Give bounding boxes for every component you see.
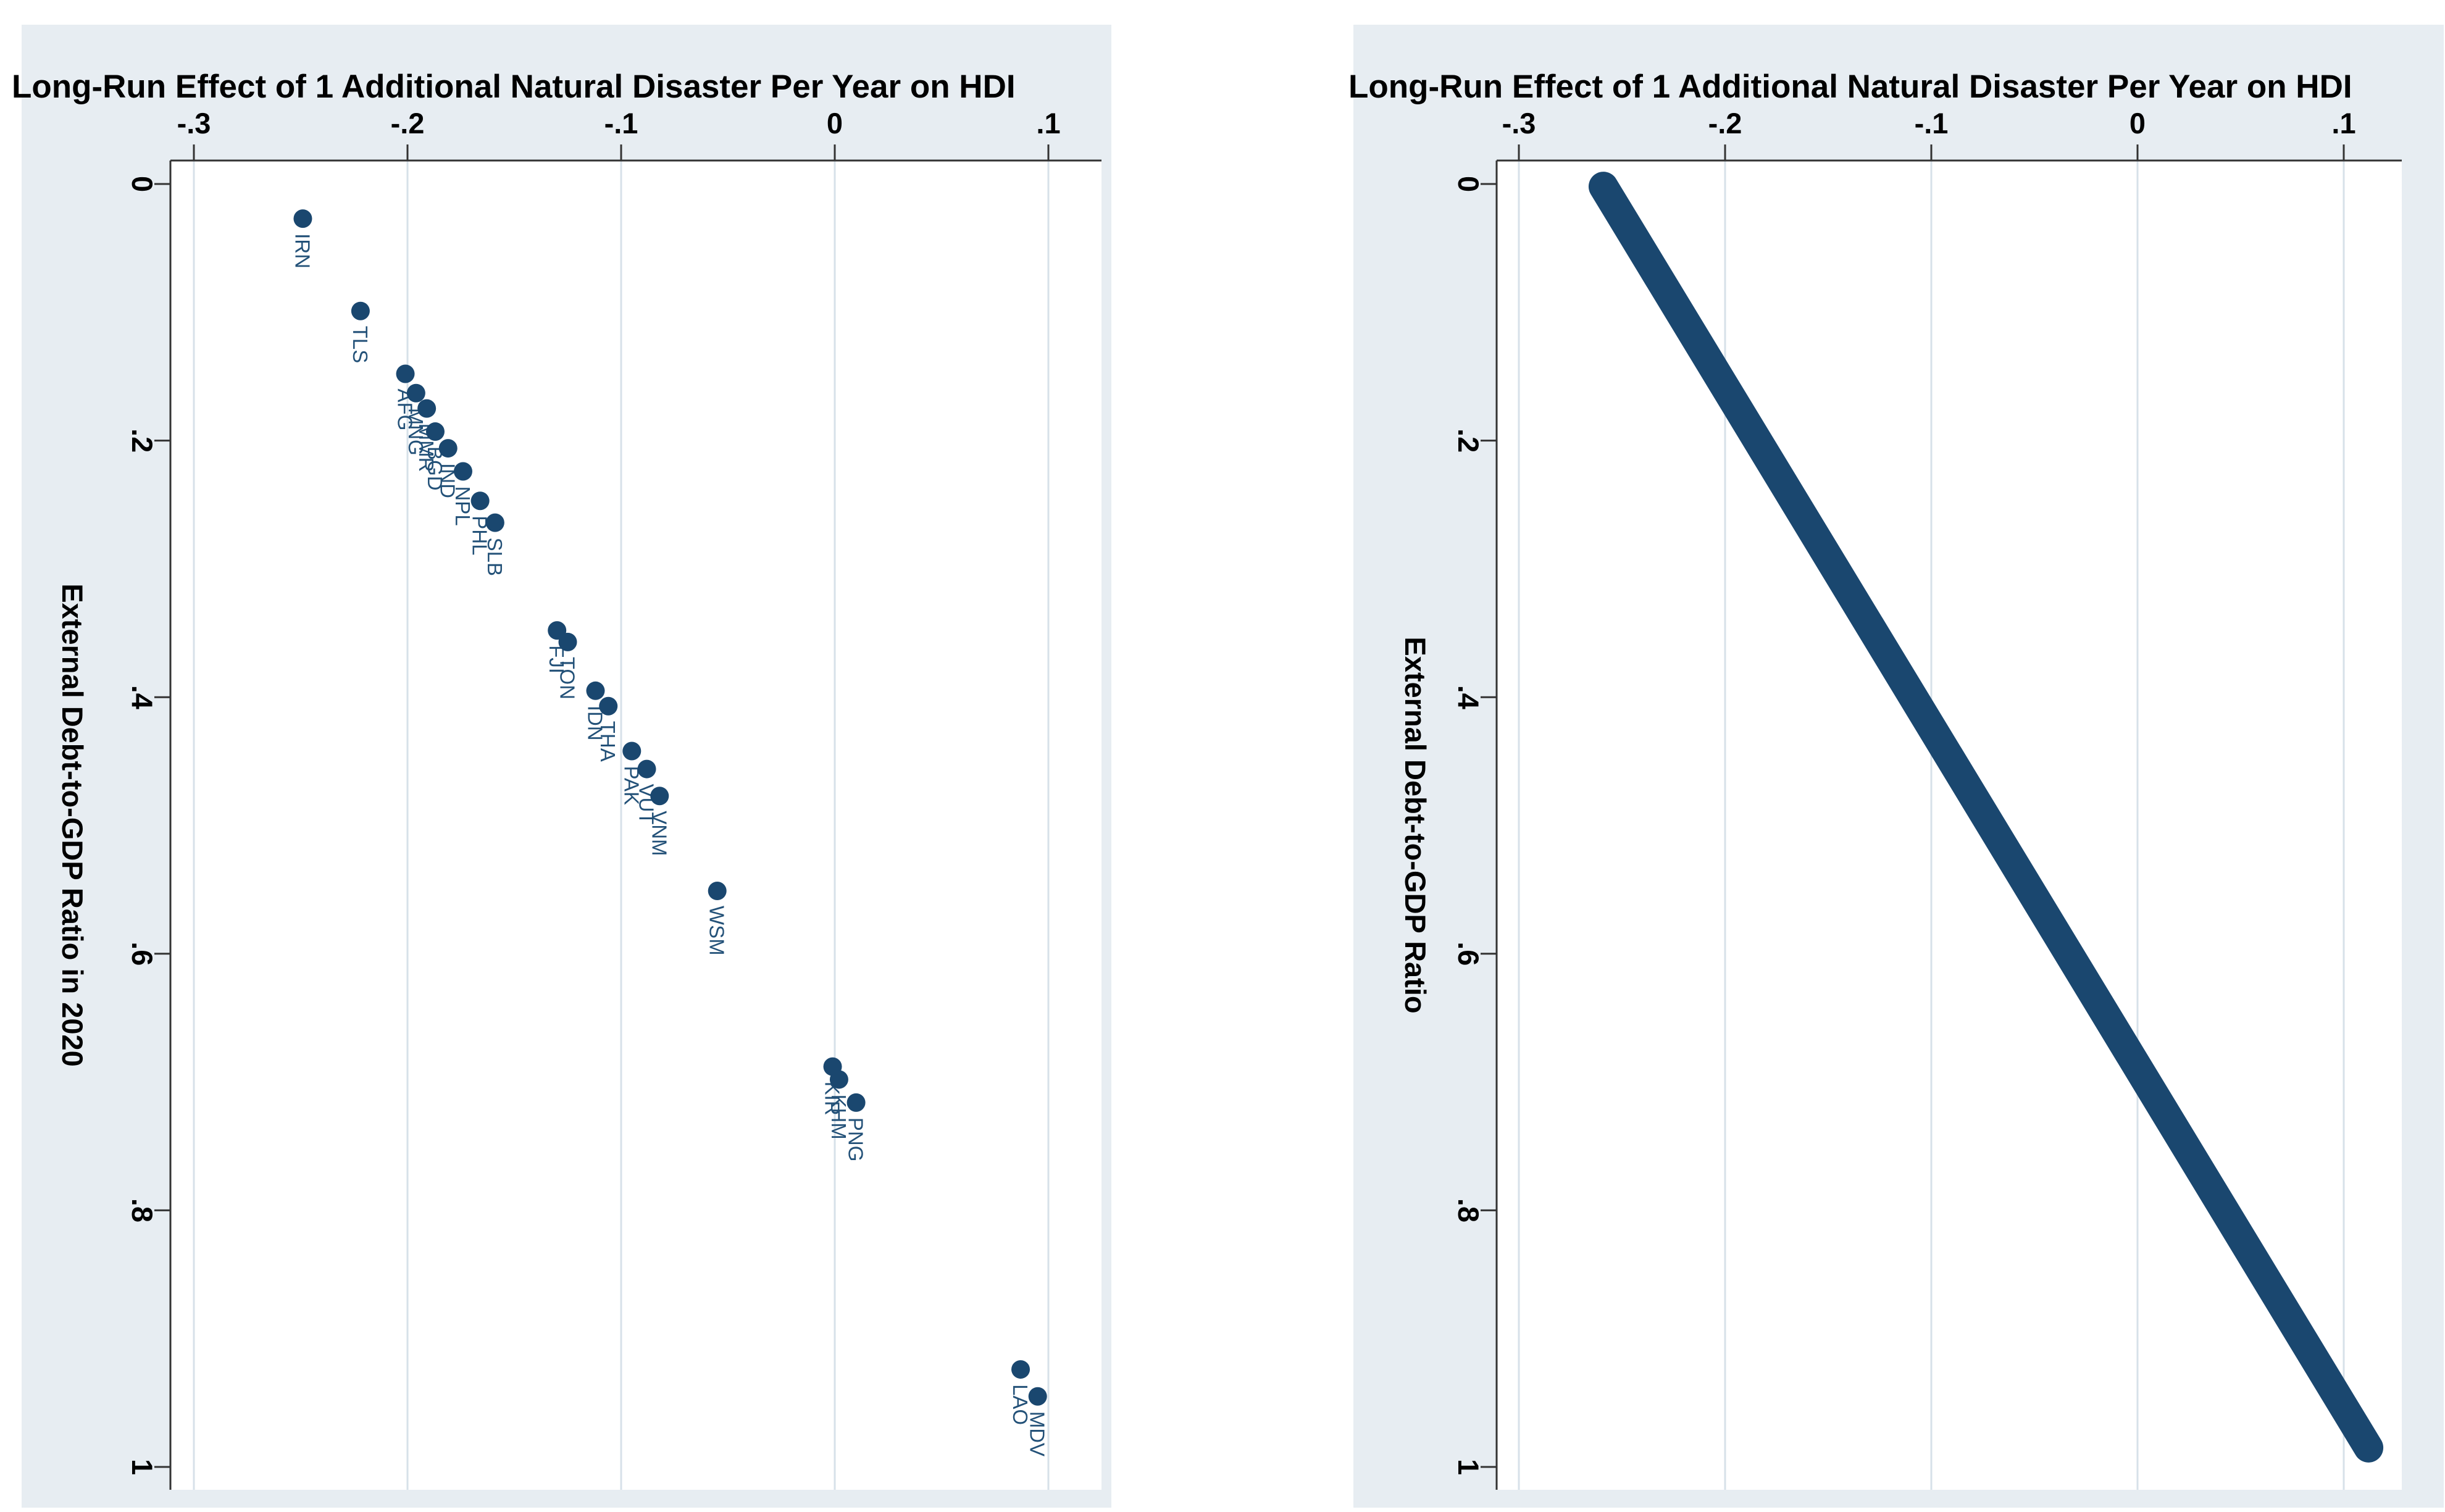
x-tick-label: -.3: [1502, 107, 1536, 140]
x-tick-label: -.2: [1708, 107, 1742, 140]
data-point-label-WSM: WSM: [706, 906, 729, 956]
fitted-line: [1588, 172, 2384, 1463]
data-point-IND: [438, 439, 458, 458]
data-point-label-THA: THA: [596, 721, 619, 762]
data-point-SLB: [485, 513, 504, 532]
y-tick-label: 0: [1452, 176, 1485, 192]
x-tick-label: -.1: [604, 107, 638, 140]
data-point-TON: [558, 632, 577, 651]
data-point-PAK: [622, 741, 642, 761]
data-point-label-MDV: MDV: [1026, 1411, 1049, 1456]
data-point-label-LAO: LAO: [1009, 1384, 1032, 1425]
scatter-chart-panel: Long-Run Effect of 1 Additional Natural …: [12, 25, 1111, 1508]
x-tick-label: -.3: [177, 107, 211, 140]
data-point-AFG: [396, 364, 415, 383]
data-point-PHL: [470, 491, 490, 511]
data-point-label-NPL: NPL: [451, 486, 474, 525]
data-point-LAO: [1011, 1360, 1030, 1379]
data-point-label-PNG: PNG: [845, 1117, 867, 1162]
data-point-BGD: [425, 422, 445, 441]
y-tick-label: .4: [126, 685, 159, 709]
data-point-label-SLB: SLB: [483, 538, 506, 576]
data-point-NPL: [453, 462, 472, 481]
chart-title: Long-Run Effect of 1 Additional Natural …: [1348, 69, 2352, 105]
data-point-VUT: [637, 759, 656, 779]
data-point-label-VNM: VNM: [648, 811, 671, 856]
data-point-label-TON: TON: [556, 657, 579, 700]
data-point-label-IRN: IRN: [291, 233, 314, 269]
x-tick-label: 0: [2129, 107, 2146, 140]
data-point-IDN: [586, 681, 605, 700]
data-point-MDV: [1028, 1387, 1047, 1406]
y-tick-label: 1: [126, 1459, 159, 1475]
y-tick-label: .6: [1452, 942, 1485, 966]
x-tick-label: -.1: [1915, 107, 1949, 140]
scatter-plot: -.3 -.2 -.1 0 .1 0 .2 .4 .6 .8 1 External Debt-to-G…: [56, 107, 1101, 1490]
fitted-line-plot: -.3 -.2 -.1 0 .1 0 .2 .4 .6 .8 1 External Debt-to-G…: [1399, 107, 2402, 1490]
x-tick-label: .1: [2331, 107, 2355, 140]
x-tick-label: -.2: [391, 107, 425, 140]
data-point-KHM: [829, 1070, 848, 1089]
fitted-line-chart-panel: Long-Run Effect of 1 Additional Natural …: [1348, 25, 2444, 1508]
data-point-VNM: [650, 787, 669, 806]
data-point-TLS: [351, 301, 370, 320]
data-point-label-KHM: KHM: [827, 1094, 850, 1139]
y-tick-label: .4: [1452, 685, 1485, 709]
data-point-PNG: [846, 1093, 866, 1112]
y-tick-label: .6: [126, 942, 159, 966]
y-tick-label: .8: [1452, 1198, 1485, 1222]
plot-area: [170, 161, 1101, 1490]
data-point-MMR: [417, 399, 437, 418]
y-tick-label: .2: [126, 428, 159, 453]
data-point-IRN: [293, 209, 312, 228]
chart-title: Long-Run Effect of 1 Additional Natural …: [12, 69, 1016, 105]
x-tick-label: .1: [1036, 107, 1060, 140]
y-tick-label: .2: [1452, 428, 1485, 453]
data-point-WSM: [708, 881, 727, 900]
y-axis-title: External Debt-to-GDP Ratio: [1399, 637, 1432, 1013]
y-tick-label: 0: [126, 176, 159, 192]
data-point-MNG: [406, 383, 425, 403]
y-tick-label: .8: [126, 1198, 159, 1222]
y-axis-title: External Debt-to-GDP Ratio in 2020: [56, 583, 89, 1067]
x-tick-label: 0: [827, 107, 843, 140]
data-point-label-TLS: TLS: [349, 326, 372, 364]
y-tick-label: 1: [1452, 1459, 1485, 1475]
data-point-THA: [599, 696, 618, 716]
